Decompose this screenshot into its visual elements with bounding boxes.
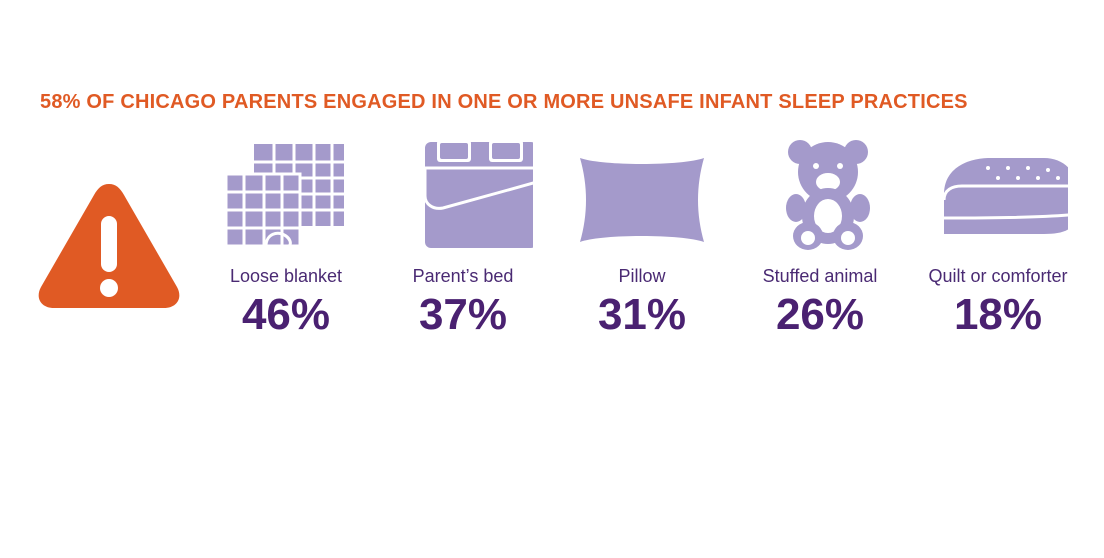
category-label: Stuffed animal	[762, 266, 878, 286]
value-label: 37%	[418, 290, 508, 339]
value-label: 18%	[953, 290, 1043, 339]
pillow-icon	[580, 158, 704, 242]
category-parents-bed: Parent’s bed 37%	[373, 138, 553, 341]
value-label: 31%	[597, 290, 687, 339]
bed-icon	[423, 140, 533, 248]
category-label: Pillow	[618, 266, 666, 286]
warning-icon	[38, 184, 180, 308]
category-loose-blanket: Loose blanket 46%	[196, 138, 376, 341]
category-stuffed-animal: Stuffed animal 26%	[730, 138, 910, 341]
blanket-icon	[224, 144, 344, 249]
category-quilt: Quilt or comforter 18%	[908, 138, 1088, 341]
category-label: Quilt or comforter	[928, 266, 1068, 286]
value-label: 26%	[775, 290, 865, 339]
category-label: Loose blanket	[229, 266, 343, 286]
category-pillow: Pillow 31%	[552, 138, 732, 341]
chart-title: 58% OF CHICAGO PARENTS ENGAGED IN ONE OR…	[40, 91, 968, 113]
teddy-bear-icon	[786, 140, 870, 250]
category-label: Parent’s bed	[412, 266, 514, 286]
quilt-icon	[942, 158, 1068, 234]
value-label: 46%	[241, 290, 331, 339]
